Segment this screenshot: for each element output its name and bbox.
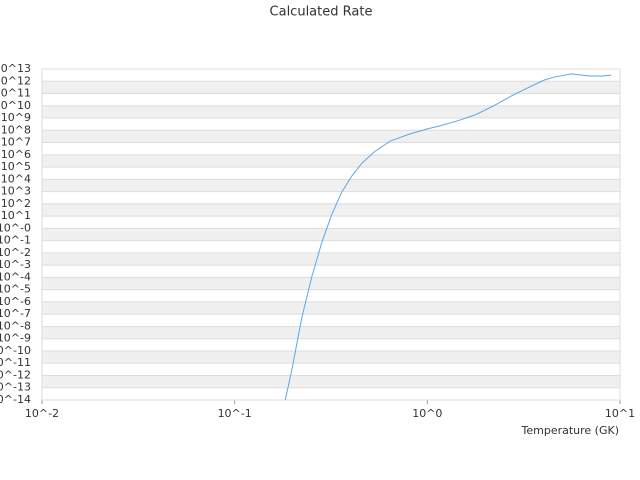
y-tick-label: 10^1 bbox=[1, 209, 31, 222]
y-tick-label: 10^-13 bbox=[0, 381, 31, 394]
chart-title: Calculated Rate bbox=[270, 5, 373, 20]
grid-band bbox=[42, 81, 620, 94]
y-tick-label: 10^-2 bbox=[0, 246, 31, 259]
y-tick-label: 10^8 bbox=[1, 123, 31, 136]
y-tick-label: 10^9 bbox=[1, 111, 31, 124]
y-tick-label: 10^-3 bbox=[0, 258, 31, 271]
y-tick-label: 10^12 bbox=[0, 74, 31, 87]
grid-band bbox=[42, 130, 620, 143]
y-tick-label: 10^-10 bbox=[0, 344, 31, 357]
y-tick-label: 10^-8 bbox=[0, 319, 31, 332]
y-tick-label: 10^-6 bbox=[0, 295, 31, 308]
grid-band bbox=[42, 105, 620, 119]
grid-band bbox=[42, 154, 620, 168]
y-tick-label: 10^-12 bbox=[0, 368, 31, 381]
x-tick-label: 10^-2 bbox=[25, 407, 59, 420]
x-axis-label: Temperature (GK) bbox=[521, 424, 620, 437]
grid-band bbox=[42, 228, 620, 241]
grid-band bbox=[42, 326, 620, 339]
y-tick-label: 10^7 bbox=[1, 136, 31, 149]
grid-band bbox=[42, 179, 620, 192]
y-tick-label: 10^-9 bbox=[0, 332, 31, 345]
x-tick-label: 10^-1 bbox=[218, 407, 252, 420]
y-tick-label: 10^3 bbox=[1, 185, 31, 198]
y-tick-label: 10^5 bbox=[1, 160, 31, 173]
grid-band bbox=[42, 350, 620, 364]
x-tick-label: 10^1 bbox=[605, 407, 635, 420]
y-tick-label: 10^6 bbox=[1, 148, 31, 161]
grid-bands bbox=[42, 81, 620, 388]
y-tick-label: 10^-11 bbox=[0, 356, 31, 369]
y-tick-label: 10^13 bbox=[0, 62, 31, 75]
y-tick-label: 10^11 bbox=[0, 87, 31, 100]
y-tick-label: 10^-14 bbox=[0, 393, 31, 406]
y-tick-label: 10^-4 bbox=[0, 270, 31, 283]
grid-band bbox=[42, 203, 620, 217]
y-tick-label: 10^10 bbox=[0, 99, 31, 112]
y-tick-label: 10^-0 bbox=[0, 221, 31, 234]
x-tick-label: 10^0 bbox=[412, 407, 442, 420]
data-line bbox=[284, 73, 612, 400]
grid-band bbox=[42, 301, 620, 315]
y-tick-label: 10^-1 bbox=[0, 234, 31, 247]
y-tick-label: 10^2 bbox=[1, 197, 31, 210]
y-tick-label: 10^-7 bbox=[0, 307, 31, 320]
plot-frame bbox=[41, 68, 621, 401]
grid-band bbox=[42, 252, 620, 266]
grid-band bbox=[42, 375, 620, 388]
y-tick-label: 10^-5 bbox=[0, 283, 31, 296]
grid-band bbox=[42, 277, 620, 290]
y-tick-label: 10^4 bbox=[1, 172, 31, 185]
